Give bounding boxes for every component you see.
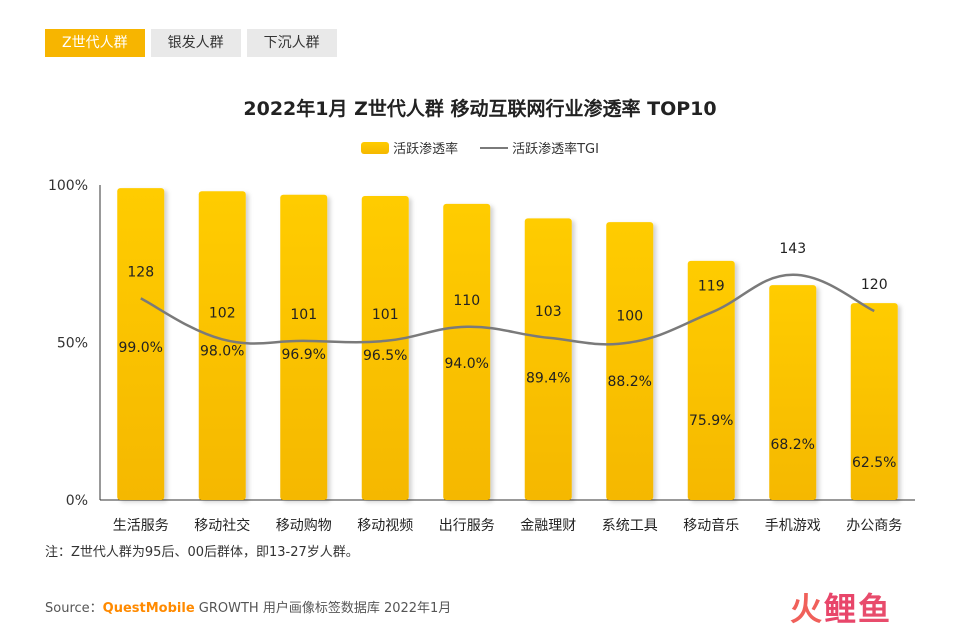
segment-tabs: Z世代人群 银发人群 下沉人群 bbox=[45, 29, 337, 57]
tgi-value-label: 110 bbox=[453, 293, 480, 309]
huoliyu-logo: 火鲤鱼 bbox=[790, 590, 893, 628]
chart-legend: 活跃渗透率 活跃渗透率TGI bbox=[0, 138, 960, 157]
chart-title: 2022年1月 Z世代人群 移动互联网行业渗透率 TOP10 bbox=[243, 98, 717, 120]
tgi-value-label: 128 bbox=[127, 264, 154, 280]
source-brand: QuestMobile bbox=[102, 601, 195, 616]
legend-bar-label: 活跃渗透率 bbox=[393, 142, 459, 157]
x-tick-label: 生活服务 bbox=[113, 518, 169, 534]
bar-value-label: 96.5% bbox=[363, 348, 407, 364]
bar bbox=[524, 218, 572, 500]
x-tick-label: 移动购物 bbox=[276, 518, 332, 534]
tgi-value-label: 103 bbox=[535, 304, 562, 320]
legend-line-swatch bbox=[480, 146, 509, 149]
bar bbox=[361, 196, 409, 500]
bar-value-label: 89.4% bbox=[526, 370, 570, 386]
legend-item-bar: 活跃渗透率 bbox=[361, 138, 458, 157]
tgi-value-label: 100 bbox=[616, 309, 643, 325]
legend-item-line: 活跃渗透率TGI bbox=[480, 138, 599, 157]
y-tick-label: 0% bbox=[66, 493, 88, 509]
bar bbox=[850, 303, 898, 500]
tgi-value-label: 120 bbox=[861, 277, 888, 293]
tab-gen-z[interactable]: Z世代人群 bbox=[45, 29, 145, 57]
source-rest: GROWTH 用户画像标签数据库 2022年1月 bbox=[194, 601, 452, 616]
tgi-value-label: 143 bbox=[779, 241, 806, 257]
tgi-value-label: 102 bbox=[209, 305, 236, 321]
bar bbox=[117, 188, 165, 500]
x-tick-label: 移动社交 bbox=[194, 517, 250, 534]
bar-value-label: 96.9% bbox=[282, 347, 326, 363]
x-tick-label: 金融理财 bbox=[520, 518, 576, 534]
bar-value-label: 88.2% bbox=[608, 374, 652, 390]
bar-value-label: 94.0% bbox=[445, 356, 489, 372]
tgi-value-label: 101 bbox=[290, 307, 317, 323]
y-tick-label: 50% bbox=[57, 336, 88, 352]
tab-lower-tier[interactable]: 下沉人群 bbox=[246, 29, 337, 57]
bar bbox=[687, 260, 735, 500]
legend-line-label: 活跃渗透率TGI bbox=[512, 142, 599, 157]
bar bbox=[280, 194, 328, 500]
x-tick-label: 移动音乐 bbox=[683, 517, 739, 534]
legend-bar-swatch bbox=[361, 141, 390, 154]
bar bbox=[198, 191, 246, 501]
bar bbox=[606, 222, 654, 501]
tab-silver[interactable]: 银发人群 bbox=[150, 29, 241, 57]
source-prefix: Source： bbox=[45, 601, 103, 616]
tgi-line bbox=[140, 273, 875, 346]
bar bbox=[443, 203, 491, 500]
bar-value-label: 75.9% bbox=[689, 413, 733, 429]
x-tick-label: 系统工具 bbox=[602, 518, 658, 534]
x-tick-label: 出行服务 bbox=[439, 518, 495, 534]
bar-value-label: 62.5% bbox=[852, 455, 896, 471]
tgi-value-label: 119 bbox=[698, 279, 725, 295]
source-line: Source：QuestMobile GROWTH 用户画像标签数据库 2022… bbox=[45, 597, 451, 616]
y-tick-label: 100% bbox=[48, 178, 88, 194]
bar-value-label: 99.0% bbox=[119, 340, 163, 356]
bar-value-label: 68.2% bbox=[771, 437, 815, 453]
x-tick-label: 手机游戏 bbox=[765, 518, 821, 534]
footnote: 注：Z世代人群为95后、00后群体，即13-27岁人群。 bbox=[45, 545, 359, 560]
x-tick-label: 移动视频 bbox=[357, 518, 413, 534]
bar-value-label: 98.0% bbox=[200, 343, 244, 359]
tgi-value-label: 101 bbox=[372, 307, 399, 323]
bar bbox=[769, 285, 817, 500]
x-tick-label: 办公商务 bbox=[846, 518, 902, 534]
